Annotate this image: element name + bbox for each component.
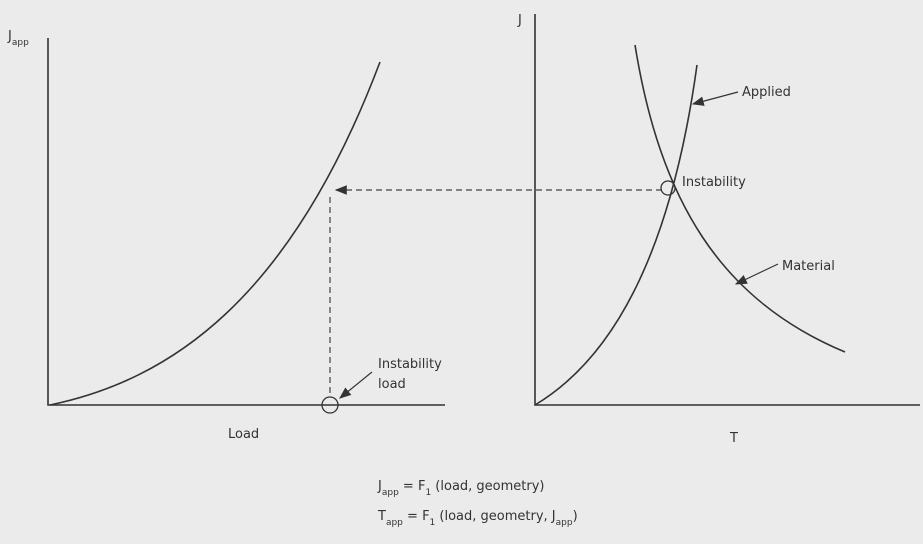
equation-text: = F xyxy=(403,509,430,524)
annotation: load xyxy=(378,377,406,392)
leader xyxy=(691,91,739,106)
annotation: Instability xyxy=(378,357,442,372)
equation: Japp = F1 (load, geometry) xyxy=(377,479,545,498)
subscript: 1 xyxy=(430,518,436,528)
equation-text: J xyxy=(377,479,382,494)
subscript: app xyxy=(382,488,399,498)
y-label: J xyxy=(517,13,522,28)
x-label: Load xyxy=(228,427,259,442)
leader xyxy=(734,263,779,285)
instability-circle xyxy=(660,180,676,196)
right-plot: J T Applied Instability Material xyxy=(517,13,920,446)
curve xyxy=(49,61,381,406)
instability-circle xyxy=(321,396,339,414)
y-label-main: J xyxy=(7,29,12,44)
y-label: Japp xyxy=(7,29,29,48)
equation-text: = F xyxy=(399,479,426,494)
equation-text: T xyxy=(377,509,386,524)
axes xyxy=(47,38,445,406)
equation-text: (load, geometry, J xyxy=(435,509,555,524)
y-label-sub: app xyxy=(12,38,29,48)
x-label: T xyxy=(729,431,738,446)
material-label: Material xyxy=(782,259,835,274)
subscript: app xyxy=(386,518,403,528)
equation-text: (load, geometry) xyxy=(431,479,544,494)
applied-curve xyxy=(534,64,698,406)
equations: Japp = F1 (load, geometry)Tapp = F1 (loa… xyxy=(377,479,578,528)
instability-label: Instability xyxy=(682,175,746,190)
subscript: 1 xyxy=(425,488,431,498)
equation-text: ) xyxy=(573,509,578,524)
material-curve xyxy=(634,44,846,353)
equation: Tapp = F1 (load, geometry, Japp) xyxy=(377,509,578,528)
leader xyxy=(339,371,373,399)
applied-label: Applied xyxy=(742,85,791,100)
subscript: app xyxy=(556,518,573,528)
left-plot: Japp Load Instability load xyxy=(7,29,662,442)
